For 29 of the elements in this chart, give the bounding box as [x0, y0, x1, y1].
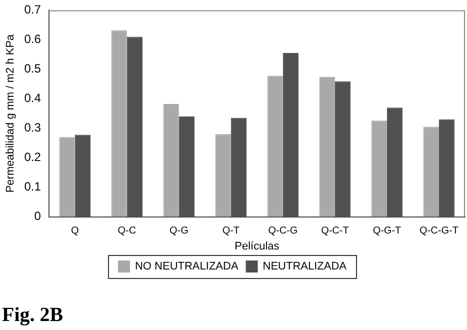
- x-tick-label: Q-C: [118, 226, 136, 237]
- y-tick-label: 0.4: [24, 91, 42, 106]
- y-axis-title: Permeabilidad g mm / m2 h KPa: [4, 33, 17, 193]
- bar: [111, 30, 127, 217]
- legend-label: NO NEUTRALIZADA: [134, 260, 239, 273]
- x-tick-label: Q-G-T: [372, 226, 402, 237]
- bar: [423, 126, 439, 217]
- bar: [267, 76, 283, 217]
- y-tick-label: 0.3: [24, 120, 42, 135]
- y-tick-label: 0.6: [24, 32, 42, 46]
- x-tick-label: Q-T: [222, 226, 240, 237]
- x-tick-label: Q-C-G-T: [420, 226, 458, 237]
- bar: [215, 134, 231, 217]
- legend-label: NEUTRALIZADA: [262, 260, 348, 273]
- bar: [319, 76, 335, 217]
- bar: [163, 104, 179, 217]
- x-axis-title: Películas: [234, 240, 280, 252]
- y-tick-label: 0.1: [24, 180, 42, 194]
- y-tick-label: 0: [34, 209, 42, 224]
- x-tick-label: Q-G: [169, 226, 189, 237]
- bar: [371, 120, 387, 217]
- x-tick-label: Q-C-T: [321, 226, 349, 237]
- y-tick-label: 0.2: [24, 150, 42, 164]
- x-tick-label: Q: [71, 226, 79, 237]
- caption: Fig. 2B: [2, 304, 64, 326]
- y-tick-label: 0.5: [24, 62, 42, 76]
- y-tick-label: 0.7: [24, 2, 42, 17]
- bar: [59, 137, 75, 217]
- x-tick-label: Q-C-G: [268, 226, 298, 237]
